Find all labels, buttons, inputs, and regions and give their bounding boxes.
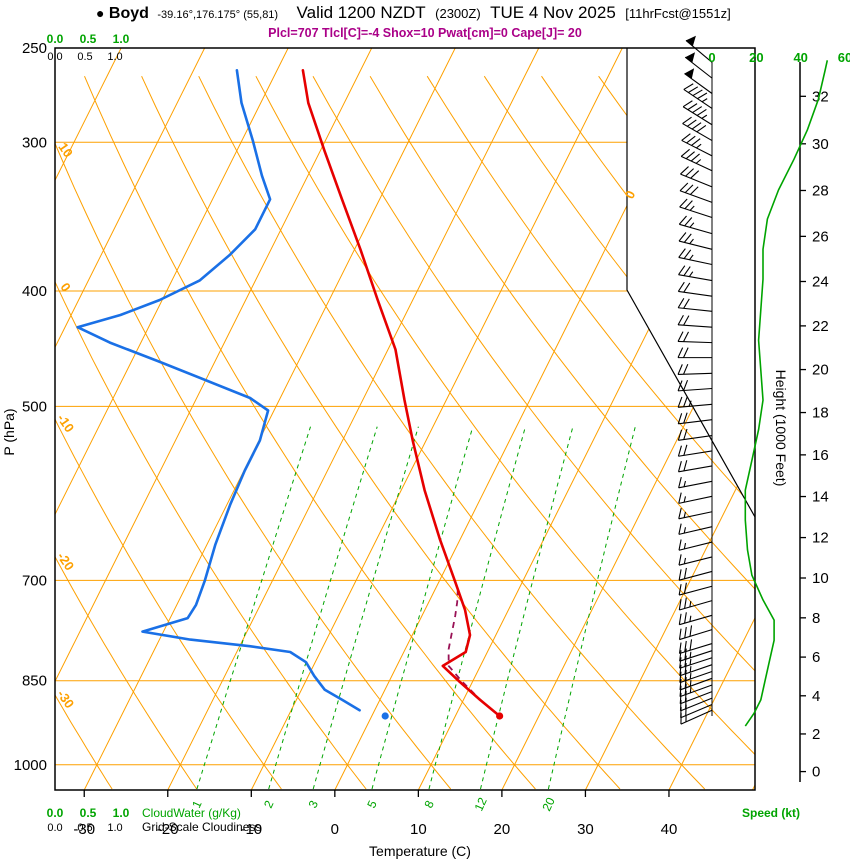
svg-text:250: 250	[22, 40, 47, 57]
forecast-hour: [11hrFcst@1551z]	[625, 6, 731, 21]
svg-text:30: 30	[0, 0, 7, 3]
svg-text:-30: -30	[54, 687, 77, 711]
svg-text:Grid-Scale Cloudiness: Grid-Scale Cloudiness	[142, 820, 261, 834]
parcel-path	[447, 585, 501, 717]
chart-title: ● Boyd -39.16°,176.175° (55,81) Valid 12…	[96, 3, 731, 23]
svg-text:700: 700	[22, 572, 47, 589]
svg-text:8: 8	[812, 610, 820, 627]
svg-text:0.5: 0.5	[80, 806, 97, 820]
svg-text:1.0: 1.0	[113, 806, 130, 820]
svg-text:0.0: 0.0	[47, 32, 64, 46]
svg-text:0: 0	[331, 821, 339, 838]
station-name: Boyd	[108, 5, 149, 22]
svg-text:0: 0	[622, 188, 639, 201]
svg-text:12: 12	[472, 795, 490, 813]
corner-scales: 0.0 0.0 0.5 0.5 1.0 1.0 0.0 0.0 0.5 0.5 1.0 1.0 Clou…	[47, 32, 800, 834]
svg-text:40: 40	[661, 821, 678, 838]
svg-text:3: 3	[306, 798, 322, 810]
svg-text:28: 28	[812, 182, 829, 199]
wind-column: 0 20 40 60	[677, 35, 850, 727]
svg-text:14: 14	[812, 489, 829, 506]
svg-text:0.5: 0.5	[80, 32, 97, 46]
svg-text:0: 0	[812, 764, 820, 781]
valid-zulu-time: (2300Z)	[435, 6, 481, 21]
valid-date: TUE 4 Nov 2025	[490, 3, 616, 22]
svg-text:10: 10	[812, 570, 829, 587]
svg-text:850: 850	[22, 673, 47, 690]
svg-text:10: 10	[55, 140, 76, 160]
svg-text:22: 22	[812, 318, 829, 335]
svg-text:8: 8	[421, 798, 437, 810]
plot-frame	[54, 47, 756, 797]
surface-temperature-dot	[496, 712, 504, 720]
surface-dewpoint-dot	[381, 712, 389, 720]
svg-text:2: 2	[812, 726, 820, 743]
svg-text:20: 20	[494, 821, 511, 838]
svg-text:12: 12	[812, 530, 829, 547]
svg-text:CloudWater (g/Kg): CloudWater (g/Kg)	[142, 806, 241, 820]
svg-text:-20: -20	[54, 549, 77, 573]
svg-text:2: 2	[261, 798, 277, 810]
svg-text:20: 20	[749, 50, 763, 65]
sounding-indices: Plcl=707 Tlcl[C]=-4 Shox=10 Pwat[cm]=0 C…	[268, 26, 582, 40]
svg-text:0: 0	[708, 50, 715, 65]
svg-text:-10: -10	[54, 411, 77, 435]
svg-text:10: 10	[0, 0, 7, 3]
svg-text:60: 60	[838, 50, 850, 65]
dewpoint-curve	[76, 69, 361, 712]
wind-speed-curve	[744, 60, 829, 727]
svg-text:6: 6	[812, 649, 820, 666]
svg-text:Temperature (C): Temperature (C)	[369, 843, 471, 859]
svg-text:0.0: 0.0	[47, 51, 62, 63]
svg-text:Height (1000 Feet): Height (1000 Feet)	[773, 370, 789, 487]
svg-text:Speed (kt): Speed (kt)	[742, 806, 800, 820]
svg-text:20: 20	[0, 0, 7, 3]
profile-curves	[76, 69, 504, 720]
svg-text:500: 500	[22, 398, 47, 415]
svg-text:1.0: 1.0	[107, 822, 122, 834]
station-marker-icon: ●	[96, 5, 105, 21]
svg-text:10: 10	[410, 821, 427, 838]
svg-text:24: 24	[812, 273, 829, 290]
svg-text:0.0: 0.0	[47, 806, 64, 820]
temperature-curve	[301, 69, 501, 718]
svg-text:20: 20	[812, 362, 829, 379]
background-grid	[55, 48, 755, 790]
svg-text:5: 5	[364, 798, 380, 810]
svg-text:1.0: 1.0	[107, 51, 122, 63]
svg-text:-10: -10	[240, 821, 262, 838]
svg-text:4: 4	[812, 688, 820, 705]
svg-text:18: 18	[812, 405, 829, 422]
svg-text:32: 32	[812, 88, 829, 105]
svg-text:300: 300	[22, 134, 47, 151]
svg-text:-20: -20	[157, 821, 179, 838]
svg-text:1000: 1000	[14, 757, 47, 774]
svg-text:30: 30	[577, 821, 594, 838]
wind-barbs	[677, 35, 713, 725]
station-coords: -39.16°,176.175° (55,81)	[157, 9, 279, 21]
svg-text:0.5: 0.5	[77, 822, 92, 834]
svg-text:20: 20	[539, 795, 557, 813]
svg-text:16: 16	[812, 447, 829, 464]
svg-text:1.0: 1.0	[113, 32, 130, 46]
svg-text:P (hPa): P (hPa)	[1, 408, 17, 455]
svg-text:0.5: 0.5	[77, 51, 92, 63]
svg-text:0.0: 0.0	[47, 822, 62, 834]
svg-text:-30: -30	[73, 821, 95, 838]
svg-text:40: 40	[793, 50, 807, 65]
svg-text:30: 30	[812, 136, 829, 153]
svg-text:26: 26	[812, 228, 829, 245]
svg-text:400: 400	[22, 283, 47, 300]
valid-time: Valid 1200 NZDT	[296, 3, 426, 22]
